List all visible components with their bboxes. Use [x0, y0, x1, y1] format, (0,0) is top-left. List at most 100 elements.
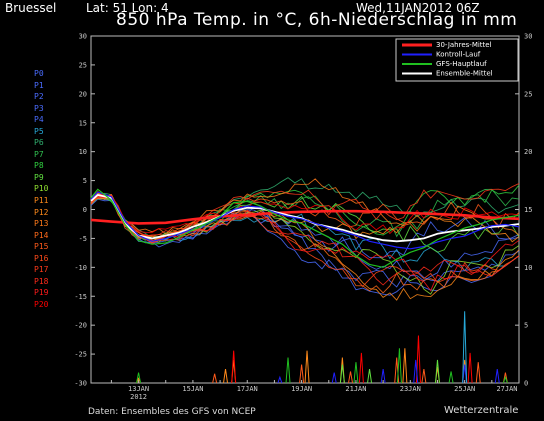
y-left-tick-label: 30	[79, 33, 87, 41]
series-line-main	[90, 188, 520, 268]
member-label-p5: P5	[34, 126, 44, 136]
precip-spike	[285, 357, 291, 384]
member-label-p15: P15	[34, 242, 49, 252]
y-left-tick-label: 5	[83, 177, 87, 185]
ensemble-member-line-p18	[90, 195, 520, 286]
member-label-p14: P14	[34, 230, 49, 240]
ensemble-member-line-p2	[90, 198, 520, 282]
x-tick-label: 15JAN	[182, 385, 203, 393]
y-right-tick-label: 10	[524, 264, 532, 272]
ensemble-member-line-p4	[90, 192, 520, 296]
precip-spike	[223, 369, 229, 384]
precip-spike	[331, 372, 337, 384]
member-label-p10: P10	[34, 184, 49, 194]
location-coords: Lat: 51 Lon: 4	[86, 1, 169, 15]
series-line-climatology	[90, 209, 520, 225]
precip-spike	[358, 352, 364, 384]
precip-spike	[434, 359, 440, 384]
location-name: Bruessel	[5, 1, 57, 15]
member-label-p2: P2	[34, 92, 44, 102]
y-left-tick-label: -5	[79, 235, 87, 243]
precip-spike	[494, 369, 500, 384]
member-label-p7: P7	[34, 149, 44, 159]
precip-spike	[467, 352, 473, 384]
y-left-tick-label: 15	[79, 119, 87, 127]
precip-spike	[277, 375, 283, 384]
precip-spike	[212, 373, 218, 384]
precip-spike	[462, 311, 468, 384]
x-tick-label: 19JAN	[291, 385, 312, 393]
member-label-p8: P8	[34, 161, 44, 171]
member-label-p4: P4	[34, 115, 44, 125]
member-label-p13: P13	[34, 219, 49, 229]
y-right-tick-label: 0	[524, 380, 528, 388]
y-right-tick-label: 5	[524, 322, 528, 330]
x-tick-year: 2012	[130, 393, 147, 401]
ensemble-member-line-p19	[90, 195, 520, 292]
x-tick-label: 23JAN	[400, 385, 421, 393]
precip-spike	[413, 359, 419, 384]
member-label-p9: P9	[34, 172, 44, 182]
precip-spike	[231, 350, 237, 384]
model-run-time: Wed,11JAN2012 06Z	[356, 1, 480, 15]
y-left-tick-label: 0	[83, 206, 87, 214]
precip-spike	[502, 372, 508, 384]
legend-label: Ensemble-Mittel	[436, 70, 493, 78]
chart-title: 850 hPa Temp. in °C, 6h-Niederschlag in …	[116, 10, 518, 30]
y-left-tick-label: -10	[74, 264, 87, 272]
ensemble-member-line-p20	[90, 190, 520, 235]
legend-label: Kontroll-Lauf	[436, 51, 481, 59]
y-right-tick-label: 25	[524, 90, 532, 98]
y-right-tick-label: 20	[524, 148, 532, 156]
member-label-p1: P1	[34, 80, 44, 90]
member-label-p11: P11	[34, 196, 49, 206]
y-right-tick-label: 30	[524, 33, 532, 41]
precip-spike	[402, 348, 408, 384]
y-left-tick-label: -30	[74, 380, 87, 388]
precip-spike	[380, 369, 386, 384]
precip-spike	[353, 362, 359, 384]
precip-spike	[448, 371, 454, 384]
y-left-tick-label: 20	[79, 90, 87, 98]
y-left-tick-label: -20	[74, 322, 87, 330]
y-left-tick-label: -25	[74, 351, 87, 359]
legend-label: 30-Jahres-Mittel	[436, 41, 492, 49]
member-label-p12: P12	[34, 207, 49, 217]
y-left-tick-label: -15	[74, 293, 87, 301]
member-label-p20: P20	[34, 299, 49, 309]
ensemble-member-list: P0 P1 P2 P3 P4 P5 P6 P7 P8 P9 P10 P11 P12 P13 P14 P15 P1…	[34, 68, 64, 310]
member-label-p17: P17	[34, 265, 49, 275]
y-left-tick-label: 10	[79, 148, 87, 156]
precip-spike	[475, 362, 481, 384]
precip-spike	[136, 372, 142, 384]
x-tick-label: 25JAN	[454, 385, 475, 393]
plot-frame	[90, 35, 520, 384]
ensemble-member-line-p17	[90, 183, 520, 237]
series-line-control	[90, 191, 520, 250]
precip-spike	[502, 375, 508, 384]
member-label-p0: P0	[34, 69, 44, 78]
ensemble-member-line-p14	[90, 190, 520, 294]
x-tick-label: 27JAN	[496, 385, 517, 393]
ensemble-member-line-p13	[90, 178, 520, 236]
x-tick-label: 21JAN	[345, 385, 366, 393]
y-left-tick-label: 25	[79, 61, 87, 69]
precip-spike	[415, 335, 421, 384]
precip-spike	[396, 348, 402, 384]
member-label-p19: P19	[34, 288, 49, 298]
precip-spike	[339, 364, 345, 384]
member-label-p6: P6	[34, 138, 44, 148]
x-tick-label: 17JAN	[237, 385, 258, 393]
precip-spike	[299, 364, 305, 384]
precip-spike	[304, 350, 310, 384]
precip-spike	[421, 369, 427, 384]
legend-label: GFS-Hauptlauf	[436, 60, 487, 68]
y-right-tick-label: 15	[524, 206, 532, 214]
precip-spike	[367, 369, 373, 384]
data-source-note: Daten: Ensembles des GFS von NCEP	[88, 407, 256, 417]
brand-label: Wetterzentrale	[444, 405, 519, 416]
member-label-p16: P16	[34, 253, 49, 263]
member-label-p3: P3	[34, 103, 44, 113]
